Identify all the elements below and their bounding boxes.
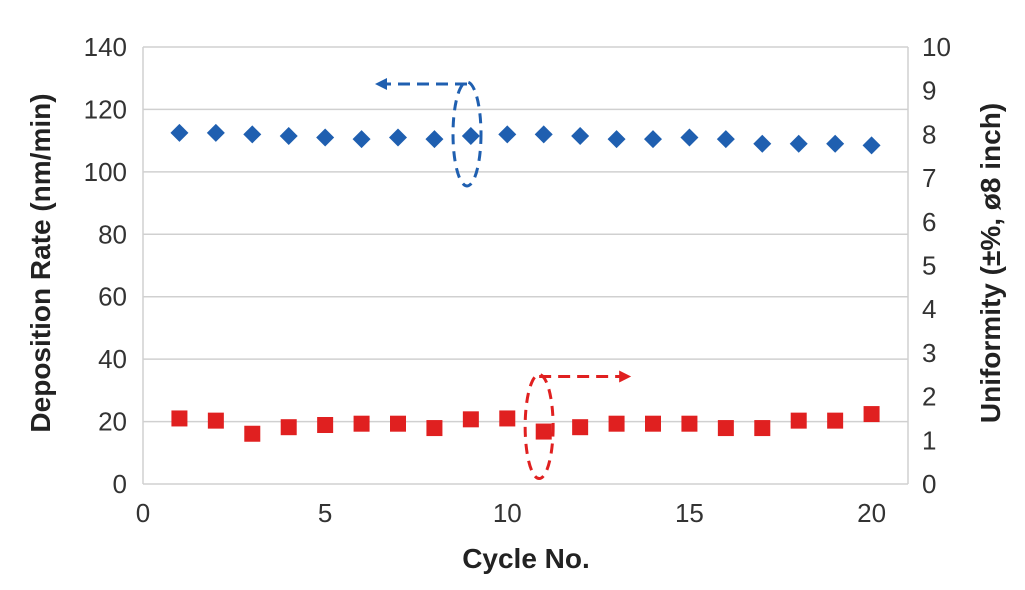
y-right-tick-label: 4 [922, 294, 936, 324]
y-left-tick-label: 0 [113, 469, 127, 499]
y-right-tick-label: 2 [922, 382, 936, 412]
deposition-rate-point [607, 130, 626, 149]
uniformity-point [863, 406, 880, 423]
uniformity-point [754, 420, 771, 437]
deposition-rate-point [389, 128, 407, 147]
y-right-tick-label: 5 [922, 251, 936, 281]
x-tick-label: 10 [493, 498, 522, 528]
y-right-tick-label: 10 [922, 32, 951, 62]
uniformity-point [790, 412, 807, 429]
y-left-tick-label: 140 [84, 32, 127, 62]
x-axis-title: Cycle No. [462, 543, 590, 574]
uniformity-point [207, 412, 224, 429]
annotations [375, 77, 632, 481]
uniformity-point [317, 417, 334, 434]
uniformity-point [827, 412, 844, 429]
axis-indicator-oval [451, 80, 483, 188]
y-axis-right-title: Uniformity (±%, ø8 inch) [975, 103, 1006, 423]
deposition-rate-point [425, 130, 444, 149]
deposition-rate-point [316, 128, 335, 147]
y-right-tick-label: 8 [922, 119, 936, 149]
y-left-tick-label: 20 [98, 407, 127, 437]
deposition-rate-point [243, 125, 262, 144]
deposition-rate-point [206, 123, 225, 142]
y-right-tick-label: 0 [922, 469, 936, 499]
deposition-rate-point [498, 125, 517, 144]
y-left-tick-label: 60 [98, 282, 127, 312]
uniformity-point [353, 415, 370, 432]
deposition-rate-point [826, 134, 845, 153]
x-tick-label: 15 [675, 498, 704, 528]
y-right-tick-label: 7 [922, 163, 936, 193]
deposition-rate-point [571, 126, 590, 145]
axis-indicator-oval [523, 373, 555, 481]
uniformity-point [645, 415, 661, 432]
uniformity-point [171, 410, 188, 427]
data-marks [170, 123, 881, 442]
uniformity-point [462, 411, 479, 428]
y-right-tick-label: 1 [922, 425, 936, 455]
gridlines [142, 46, 909, 485]
y-left-tick-label: 40 [98, 344, 127, 374]
deposition-rate-point [753, 134, 772, 153]
uniformity-point [572, 419, 589, 436]
uniformity-point [717, 420, 734, 437]
uniformity-point [499, 410, 516, 427]
deposition-rate-point [680, 128, 699, 147]
y-left-tick-label: 120 [84, 94, 127, 124]
y-right-tick-label: 9 [922, 76, 936, 106]
y-right-tick-label: 3 [922, 338, 936, 368]
deposition-rate-point [644, 130, 662, 149]
deposition-rate-point [789, 134, 808, 153]
y-axis-left-title: Deposition Rate (nm/min) [25, 93, 56, 432]
uniformity-point [535, 423, 552, 440]
y-left-tick-label: 80 [98, 219, 127, 249]
deposition-rate-point [862, 136, 881, 155]
axis-indicator-arrowhead [619, 370, 632, 383]
uniformity-point [681, 415, 698, 432]
deposition-rate-point [716, 130, 735, 149]
uniformity-point [280, 419, 297, 436]
x-tick-label: 5 [318, 498, 332, 528]
y-left-tick-label: 100 [84, 157, 127, 187]
deposition-rate-point [279, 126, 298, 145]
uniformity-point [244, 425, 261, 442]
x-tick-label: 20 [857, 498, 886, 528]
deposition-rate-point [534, 125, 553, 144]
uniformity-point [608, 415, 625, 432]
deposition-rate-point [170, 123, 189, 142]
x-tick-label: 0 [136, 498, 150, 528]
deposition-rate-point [461, 126, 480, 145]
uniformity-point [390, 415, 406, 432]
axis-indicator-arrowhead [375, 77, 387, 90]
deposition-rate-point [352, 130, 371, 149]
uniformity-point [426, 420, 443, 437]
y-right-tick-label: 6 [922, 207, 936, 237]
